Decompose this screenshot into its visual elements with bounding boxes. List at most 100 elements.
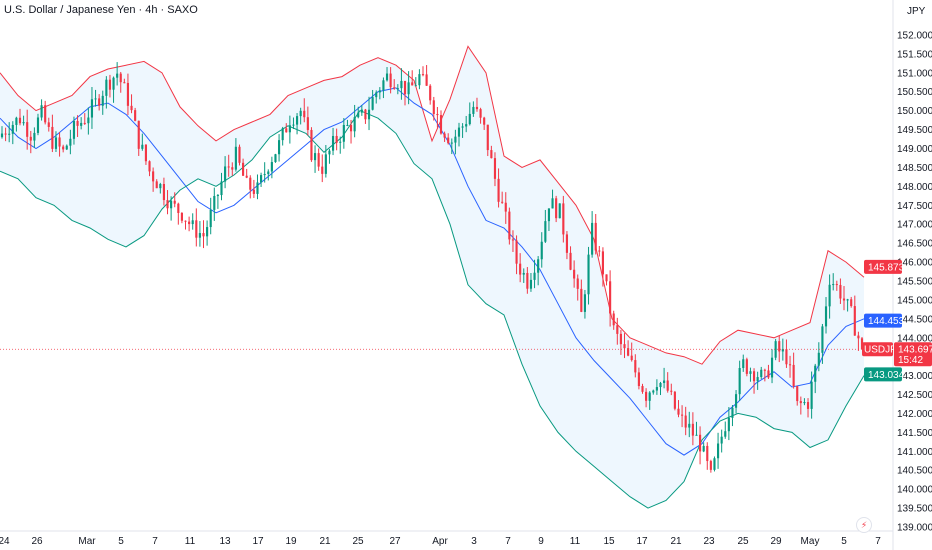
candle-body bbox=[828, 284, 831, 307]
candle-body bbox=[342, 124, 345, 142]
candle-body bbox=[616, 325, 619, 334]
candle-body bbox=[418, 74, 421, 86]
candle-body bbox=[328, 150, 331, 155]
candle-body bbox=[411, 82, 414, 86]
candle-body bbox=[349, 124, 353, 132]
lower-band-tag: 143.034 bbox=[868, 370, 905, 381]
candle-body bbox=[202, 233, 205, 237]
candle-body bbox=[508, 211, 511, 240]
candle-body bbox=[155, 181, 158, 189]
upper-band-tag-bg bbox=[864, 259, 902, 274]
candle-body bbox=[648, 392, 651, 401]
candle-body bbox=[713, 458, 716, 470]
candle-body bbox=[555, 198, 558, 219]
candle-body bbox=[101, 95, 104, 106]
candle-body bbox=[547, 208, 551, 222]
candle-body bbox=[699, 434, 702, 452]
x-tick-label: 24 bbox=[0, 536, 10, 547]
candle-body bbox=[346, 124, 349, 126]
candle-body bbox=[706, 445, 709, 462]
candle-body bbox=[270, 162, 273, 172]
candle-body bbox=[166, 200, 169, 209]
candle-body bbox=[551, 198, 554, 209]
y-tick-label: 150.000 bbox=[897, 106, 932, 117]
candle-body bbox=[580, 288, 583, 312]
candle-body bbox=[785, 349, 788, 365]
x-tick-label: 25 bbox=[352, 536, 364, 547]
candle-body bbox=[90, 99, 94, 118]
candle-body bbox=[716, 443, 720, 459]
candle-body bbox=[522, 272, 525, 275]
candle-body bbox=[281, 128, 284, 141]
candle-body bbox=[360, 109, 363, 113]
candle-body bbox=[206, 227, 209, 237]
candle-body bbox=[666, 380, 669, 391]
candle-body bbox=[375, 92, 378, 98]
y-tick-label: 144.500 bbox=[897, 314, 932, 325]
candle-body bbox=[760, 369, 763, 378]
x-tick-label: 29 bbox=[770, 536, 782, 547]
candle-body bbox=[842, 298, 846, 301]
candle-body bbox=[835, 284, 838, 286]
candle-body bbox=[781, 349, 784, 352]
upper-band-tag: 145.873 bbox=[868, 262, 905, 273]
candle-body bbox=[824, 306, 828, 327]
candle-body bbox=[8, 133, 11, 135]
y-tick-label: 144.000 bbox=[897, 333, 932, 344]
candle-body bbox=[116, 73, 119, 78]
candle-body bbox=[832, 284, 835, 286]
candle-body bbox=[249, 177, 252, 190]
candle-body bbox=[130, 105, 133, 111]
candle-body bbox=[745, 359, 748, 374]
candle-body bbox=[94, 98, 97, 100]
candle-body bbox=[576, 278, 579, 289]
last-price-tag: 143.697 bbox=[898, 345, 932, 356]
candle-body bbox=[393, 87, 396, 89]
candle-body bbox=[447, 137, 450, 144]
x-tick-label: Apr bbox=[432, 536, 448, 547]
y-tick-label: 140.000 bbox=[897, 485, 932, 496]
candle-body bbox=[594, 222, 597, 251]
candle-body bbox=[303, 110, 306, 118]
candle-body bbox=[641, 386, 644, 392]
y-tick-label: 142.500 bbox=[897, 390, 932, 401]
candle-body bbox=[454, 136, 457, 143]
y-tick-label: 149.000 bbox=[897, 144, 932, 155]
candle-body bbox=[252, 189, 255, 194]
candle-body bbox=[26, 122, 29, 137]
x-tick-label: 3 bbox=[471, 536, 477, 547]
candle-body bbox=[0, 133, 4, 138]
candle-body bbox=[659, 382, 662, 388]
y-tick-label: 151.000 bbox=[897, 68, 932, 79]
lower-band-line bbox=[0, 109, 865, 509]
lower-band-tag-bg bbox=[864, 367, 902, 382]
symbol-tag-bg bbox=[862, 342, 893, 357]
lightning-icon[interactable]: ⚡ bbox=[856, 517, 872, 533]
bollinger-band-fill bbox=[0, 46, 864, 509]
candle-body bbox=[357, 112, 360, 118]
x-tick-label: 21 bbox=[670, 536, 682, 547]
candle-body bbox=[846, 299, 849, 301]
candle-body bbox=[313, 153, 317, 161]
candle-body bbox=[677, 408, 680, 415]
candle-body bbox=[619, 333, 622, 345]
candle-body bbox=[277, 140, 281, 155]
candle-body bbox=[472, 106, 475, 114]
candle-body bbox=[260, 175, 263, 183]
candle-body bbox=[655, 387, 658, 391]
candle-body bbox=[724, 431, 727, 437]
candle-body bbox=[540, 241, 543, 260]
candle-body bbox=[288, 125, 291, 133]
candle-body bbox=[436, 113, 439, 116]
candle-body bbox=[364, 109, 367, 120]
candle-body bbox=[51, 126, 54, 149]
candle-body bbox=[367, 109, 371, 120]
candle-body bbox=[231, 167, 234, 170]
candle-body bbox=[274, 154, 277, 163]
candle-body bbox=[414, 85, 417, 87]
candle-body bbox=[389, 73, 392, 88]
candle-body bbox=[558, 203, 561, 219]
candle-body bbox=[285, 128, 288, 133]
candle-body bbox=[817, 352, 820, 366]
